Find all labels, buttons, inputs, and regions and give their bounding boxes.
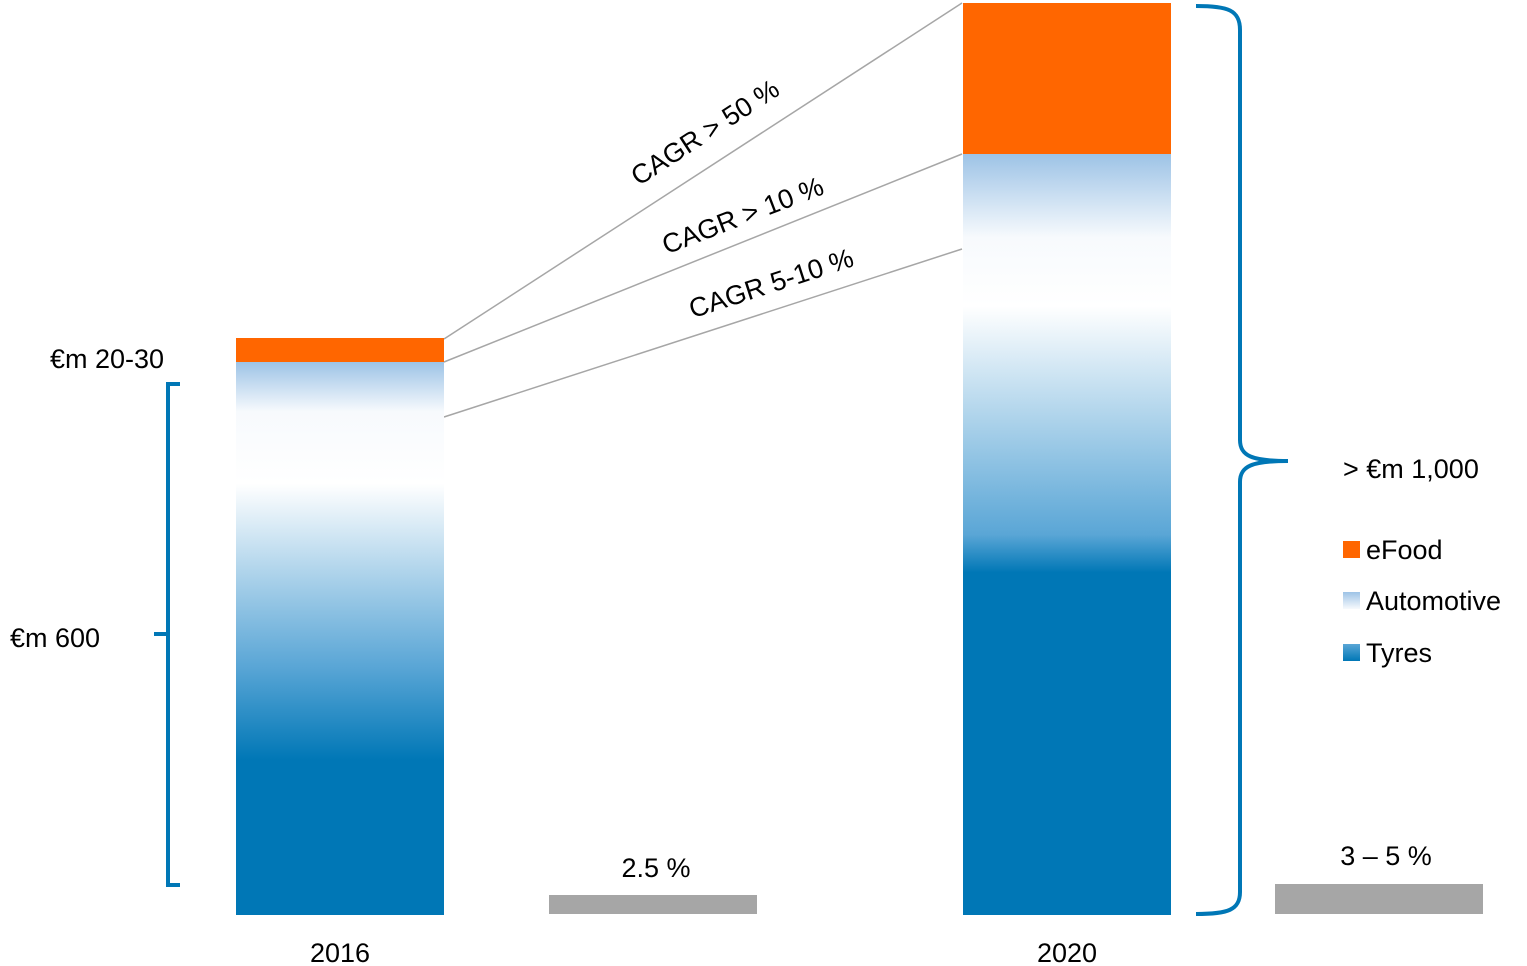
legend-swatch-automotive xyxy=(1343,592,1360,609)
connector-line-efood xyxy=(443,2,963,340)
label-2016-total: €m 600 xyxy=(10,623,100,653)
connector-line-tyres xyxy=(443,248,963,418)
bar-2016-efood xyxy=(236,338,444,362)
bar-2016-tyres-automotive xyxy=(236,362,444,915)
legend: eFood Automotive Tyres xyxy=(1343,535,1501,668)
margin-label-2020: 3 – 5 % xyxy=(1340,841,1432,871)
margin-bar-2020 xyxy=(1275,884,1483,914)
legend-label-automotive: Automotive xyxy=(1366,586,1501,616)
label-2020-total: > €m 1,000 xyxy=(1343,454,1479,484)
legend-label-tyres: Tyres xyxy=(1366,638,1432,668)
label-2016-efood: €m 20-30 xyxy=(50,344,164,374)
brace-2016 xyxy=(154,382,180,887)
legend-swatch-tyres xyxy=(1343,644,1360,661)
connector-line-automotive xyxy=(443,153,963,363)
margin-label-2016: 2.5 % xyxy=(621,853,690,883)
bar-2020-tyres-automotive xyxy=(963,154,1171,915)
margin-bar-2016 xyxy=(549,895,757,914)
cagr-label-efood: CAGR > 50 % xyxy=(626,73,785,191)
brace-2020 xyxy=(1195,4,1289,916)
bar-2020-efood xyxy=(963,3,1171,154)
legend-label-efood: eFood xyxy=(1366,535,1443,565)
category-label-2020: 2020 xyxy=(1037,938,1097,966)
legend-swatch-efood xyxy=(1343,541,1360,558)
category-label-2016: 2016 xyxy=(310,938,370,966)
